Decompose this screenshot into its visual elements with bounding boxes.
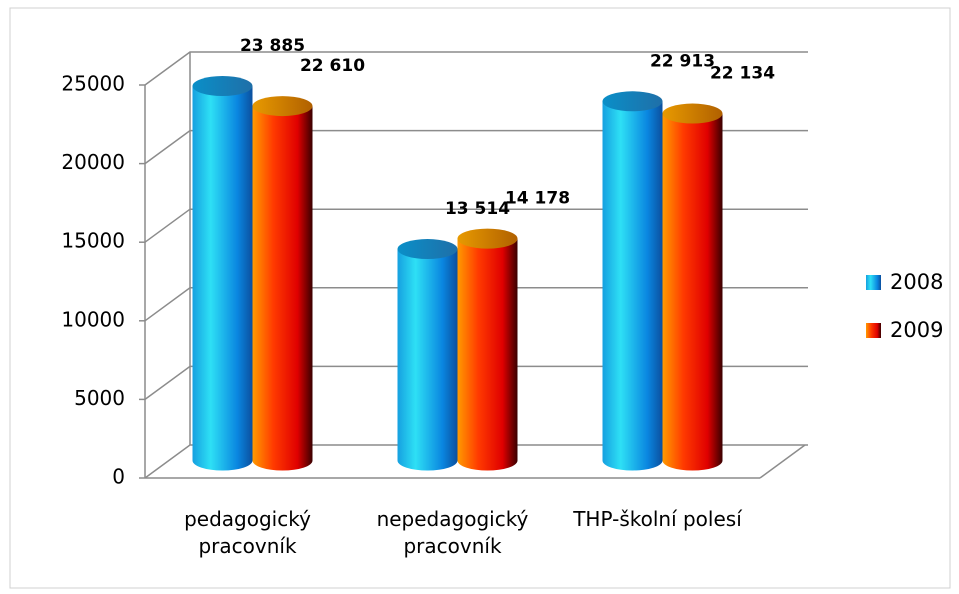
legend-label: 2009 [890, 318, 943, 342]
y-tick-label: 15000 [61, 229, 125, 253]
value-label: 13 514 [445, 199, 510, 219]
y-tick-label: 25000 [61, 72, 125, 96]
frame [9, 7, 951, 589]
grid-line [144, 208, 808, 243]
bar-top [457, 228, 518, 249]
bar-top [192, 76, 253, 97]
bar [397, 249, 458, 471]
y-tick-label: 5000 [74, 386, 125, 410]
value-label: 23 885 [240, 36, 305, 56]
x-tick-label: THP-školní polesí [573, 507, 742, 531]
x-tick-label: nepedagogický pracovník [376, 507, 529, 558]
legend-swatch [866, 323, 881, 338]
grid-line [144, 444, 808, 479]
bar [252, 106, 313, 471]
bar [602, 101, 663, 471]
y-tick-label: 0 [112, 465, 125, 489]
legend-label: 2008 [890, 270, 943, 294]
bar-top [252, 96, 313, 117]
bar [192, 86, 253, 471]
grid-line [144, 365, 808, 401]
y-tick-label: 20000 [61, 150, 125, 174]
y-tick-label: 10000 [61, 307, 125, 331]
legend-swatch [866, 275, 881, 290]
grid-line [144, 51, 808, 86]
grid-line [144, 287, 808, 322]
floor-edge [759, 444, 806, 479]
bar-top [662, 103, 723, 124]
bar [662, 113, 723, 471]
value-label: 14 178 [505, 189, 570, 209]
bar-top [397, 239, 458, 260]
grid-line [144, 129, 808, 165]
value-label: 22 913 [650, 51, 715, 71]
bar-top [602, 91, 663, 112]
value-label: 22 610 [300, 56, 365, 76]
x-tick-label: pedagogický pracovník [184, 507, 311, 558]
value-label: 22 134 [710, 64, 775, 84]
bar [457, 238, 518, 471]
